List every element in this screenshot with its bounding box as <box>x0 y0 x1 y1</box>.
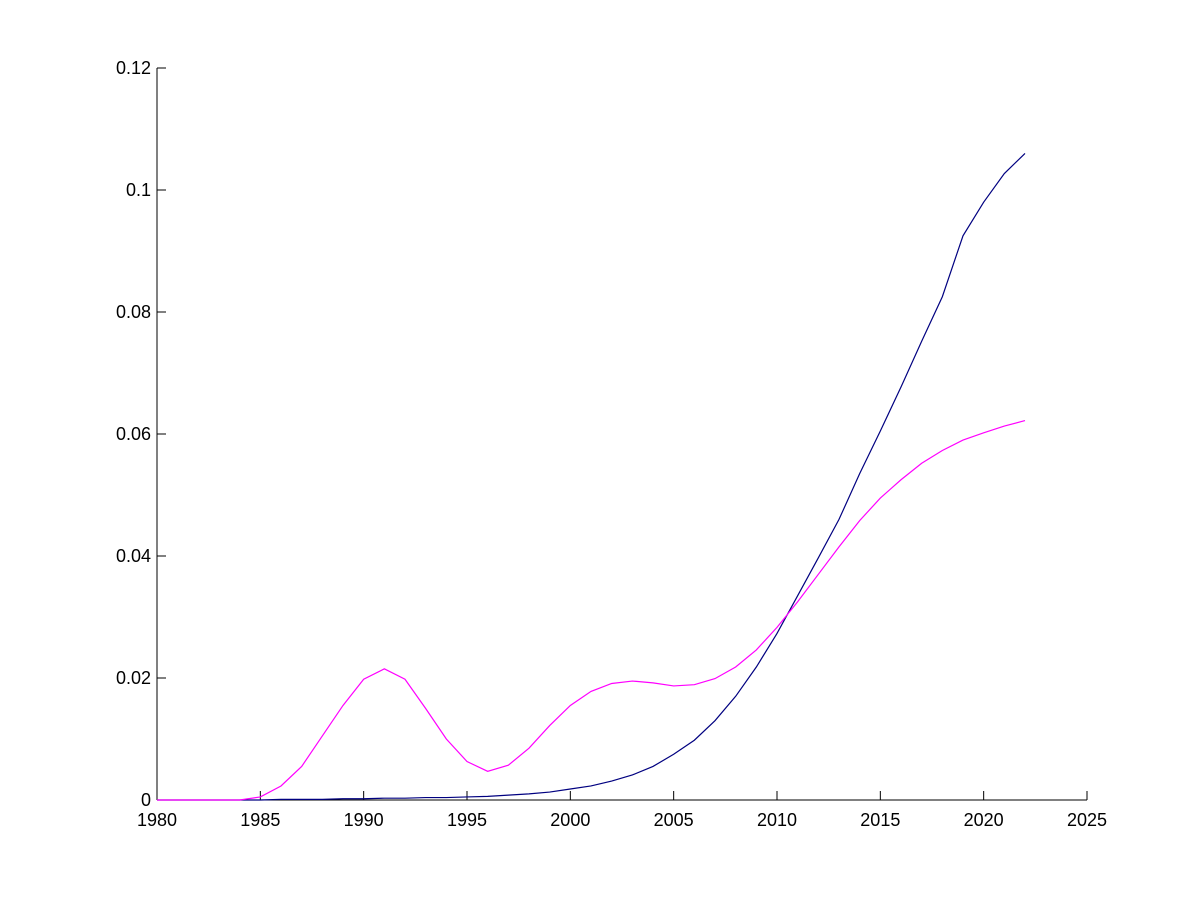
y-tick-label: 0.1 <box>126 180 151 200</box>
x-tick-label: 2025 <box>1067 810 1107 830</box>
x-tick-label: 2005 <box>654 810 694 830</box>
y-tick-label: 0.06 <box>116 424 151 444</box>
series-line <box>157 152 1026 801</box>
x-tick-label: 2000 <box>550 810 590 830</box>
y-tick-label: 0.04 <box>116 546 151 566</box>
series-line <box>157 420 1026 801</box>
y-tick-label: 0.12 <box>116 58 151 78</box>
x-tick-label: 1980 <box>137 810 177 830</box>
x-tick-label: 1995 <box>447 810 487 830</box>
x-tick-label: 1990 <box>344 810 384 830</box>
x-tick-label: 2015 <box>860 810 900 830</box>
y-tick-label: 0 <box>141 790 151 810</box>
x-tick-label: 2010 <box>757 810 797 830</box>
y-tick-label: 0.08 <box>116 302 151 322</box>
x-tick-label: 1985 <box>240 810 280 830</box>
y-tick-label: 0.02 <box>116 668 151 688</box>
x-tick-label: 2020 <box>964 810 1004 830</box>
